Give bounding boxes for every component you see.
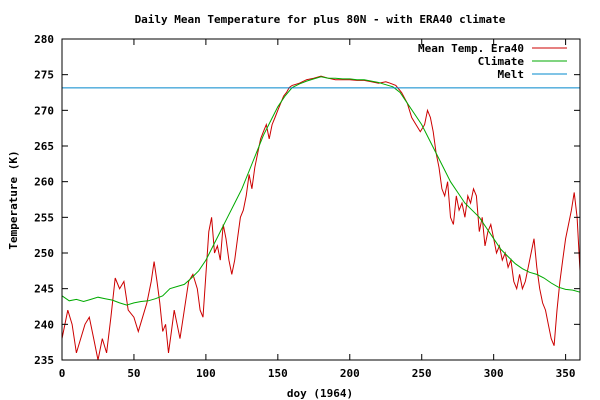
legend-label: Climate: [478, 55, 525, 68]
x-tick-label: 0: [59, 367, 66, 380]
series-line-2: [61, 76, 581, 306]
y-tick-label: 260: [34, 176, 54, 189]
y-axis-label: Temperature (K): [7, 150, 20, 249]
series-line-1: [61, 75, 581, 361]
series-group: [61, 75, 581, 361]
y-tick-label: 250: [34, 247, 54, 260]
y-tick-label: 235: [34, 354, 54, 367]
y-tick-label: 270: [34, 104, 54, 117]
y-tick-label: 265: [34, 140, 54, 153]
x-axis-label: doy (1964): [287, 387, 353, 400]
plot-area: 0 50 100 150 200 250 300 350 235 240 245 250 255 260 2…: [34, 33, 581, 380]
x-tick-label: 150: [268, 367, 288, 380]
y-tick-label: 245: [34, 283, 54, 296]
chart-title: Daily Mean Temperature for plus 80N - wi…: [135, 13, 506, 26]
legend-label: Melt: [498, 68, 525, 81]
x-tick-label: 350: [556, 367, 576, 380]
y-tick-label: 280: [34, 33, 54, 46]
y-tick-label: 275: [34, 69, 54, 82]
plot-frame: [61, 38, 581, 361]
x-tick-label: 100: [196, 367, 216, 380]
y-tick-label: 255: [34, 211, 54, 224]
ticks-group: 0 50 100 150 200 250 300 350 235 240 245 250 255 260 2…: [34, 33, 580, 380]
legend-label: Mean Temp. Era40: [418, 42, 524, 55]
x-tick-label: 300: [484, 367, 504, 380]
x-tick-label: 50: [127, 367, 140, 380]
y-tick-label: 240: [34, 318, 54, 331]
x-tick-label: 200: [340, 367, 360, 380]
x-tick-label: 250: [412, 367, 432, 380]
